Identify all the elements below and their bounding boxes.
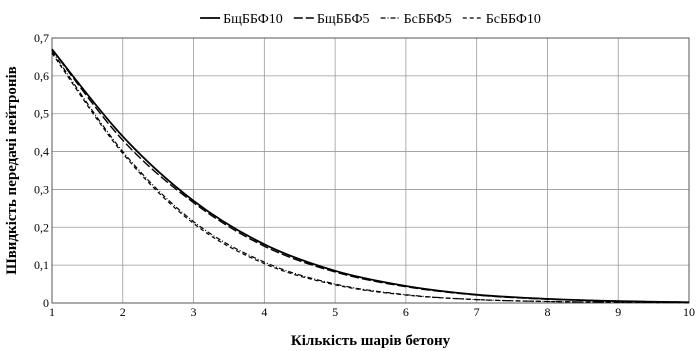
x-axis-ticks: 1 2 3 4 5 6 7 8 9 10 — [49, 305, 695, 319]
y-tick-label: 0,3 — [34, 182, 49, 196]
x-tick-label: 8 — [544, 305, 550, 319]
x-tick-label: 1 — [49, 305, 55, 319]
x-tick-label: 2 — [120, 305, 126, 319]
x-tick-label: 3 — [191, 305, 197, 319]
series-line-4 — [51, 52, 690, 304]
legend-label: БщББФ10 — [223, 12, 283, 27]
series-line-1 — [51, 48, 690, 304]
y-tick-label: 0,6 — [34, 69, 49, 83]
x-tick-label: 5 — [332, 305, 338, 319]
y-tick-label: 0,4 — [34, 145, 49, 159]
legend-label: БсББФ10 — [486, 12, 541, 27]
series-line-2 — [51, 48, 690, 303]
y-tick-label: 0,5 — [34, 107, 49, 121]
chart-series — [51, 48, 690, 304]
x-axis-title: Кількість шарів бетону — [291, 333, 451, 349]
chart-legend: БщББФ10 БщББФ5 БсББФ5 БсББФ10 — [200, 12, 541, 27]
plot-border — [51, 37, 690, 304]
x-tick-label: 10 — [683, 305, 695, 319]
legend-label: БщББФ5 — [317, 12, 370, 27]
plot-area — [51, 37, 690, 304]
x-tick-label: 6 — [403, 305, 409, 319]
series-line-3 — [51, 50, 690, 304]
chart-grid — [51, 37, 690, 304]
legend-label: БсББФ5 — [404, 12, 452, 27]
y-tick-label: 0,7 — [34, 31, 49, 45]
x-tick-label: 7 — [474, 305, 480, 319]
x-tick-label: 4 — [261, 305, 267, 319]
x-tick-label: 9 — [615, 305, 621, 319]
y-axis-ticks: 0 0,1 0,2 0,3 0,4 0,5 0,6 0,7 — [34, 31, 49, 310]
y-tick-label: 0 — [43, 296, 49, 310]
y-tick-label: 0,2 — [34, 220, 49, 234]
y-axis-title: Швидкість передачі нейтронів — [4, 66, 20, 275]
y-tick-label: 0,1 — [34, 258, 49, 272]
